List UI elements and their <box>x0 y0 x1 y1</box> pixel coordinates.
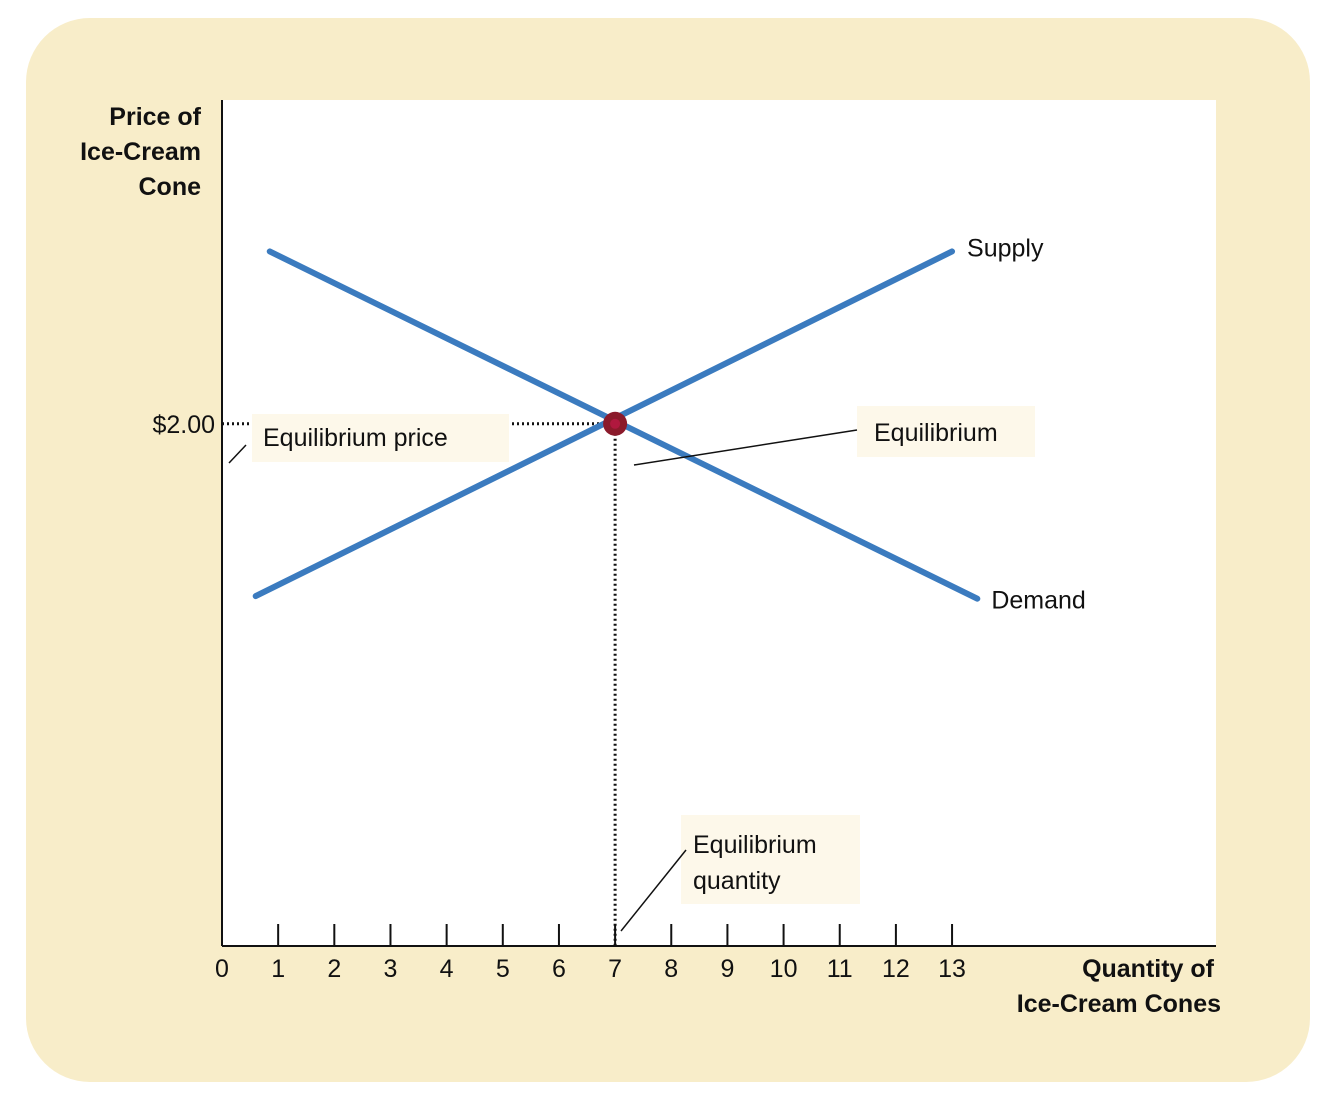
x-tick-label: 5 <box>496 955 510 983</box>
x-tick-label: 3 <box>384 955 398 983</box>
equilibrium-quantity-label: quantity <box>693 867 781 895</box>
y-axis-title-line: Price of <box>109 103 201 131</box>
x-tick-label: 4 <box>440 955 454 983</box>
equilibrium-box <box>857 406 1035 457</box>
plot-area <box>222 100 1216 946</box>
x-tick-label: 0 <box>215 955 229 983</box>
y-axis-title-line: Ice-Cream <box>80 138 201 166</box>
equilibrium-quantity-box <box>681 815 860 904</box>
x-tick-label: 2 <box>327 955 341 983</box>
x-tick-label: 13 <box>938 955 966 983</box>
equilibrium-leader <box>633 429 858 466</box>
equilibrium-quantity-leader <box>620 849 687 932</box>
equilibrium-price-label: Equilibrium price <box>263 424 448 452</box>
equilibrium-price-leader <box>228 444 247 464</box>
equilibrium-label: Equilibrium <box>874 419 998 447</box>
demand-label: Demand <box>991 587 1085 615</box>
x-axis-ticks: 0 1 2 3 4 5 6 7 8 9 10 11 12 13 <box>215 924 966 983</box>
y-axis-title: Price of Ice-Cream Cone <box>80 103 202 201</box>
x-tick-label: 7 <box>608 955 622 983</box>
y-axis-title-line: Cone <box>139 173 202 201</box>
y-tick-label: $2.00 <box>152 411 215 439</box>
x-tick-label: 11 <box>827 955 853 983</box>
x-tick-label: 9 <box>720 955 734 983</box>
x-tick-label: 10 <box>770 955 798 983</box>
equilibrium-point-core <box>610 418 621 429</box>
x-tick-label: 6 <box>552 955 566 983</box>
x-axis-title-line: Quantity of <box>1082 955 1215 983</box>
x-tick-label: 12 <box>882 955 910 983</box>
curves <box>252 248 981 602</box>
y-axis-ticks: $2.00 <box>152 411 215 439</box>
equilibrium-quantity-label: Equilibrium <box>693 831 817 859</box>
annotations: Supply Demand Equilibrium price Equilibrium… <box>228 234 1086 932</box>
x-axis-title: Quantity of Ice-Cream Cones <box>1017 955 1221 1018</box>
supply-label: Supply <box>967 234 1044 262</box>
x-axis-title-line: Ice-Cream Cones <box>1017 990 1221 1018</box>
x-tick-label: 8 <box>664 955 678 983</box>
equilibrium-price-box <box>252 414 509 462</box>
x-tick-label: 1 <box>271 955 285 983</box>
